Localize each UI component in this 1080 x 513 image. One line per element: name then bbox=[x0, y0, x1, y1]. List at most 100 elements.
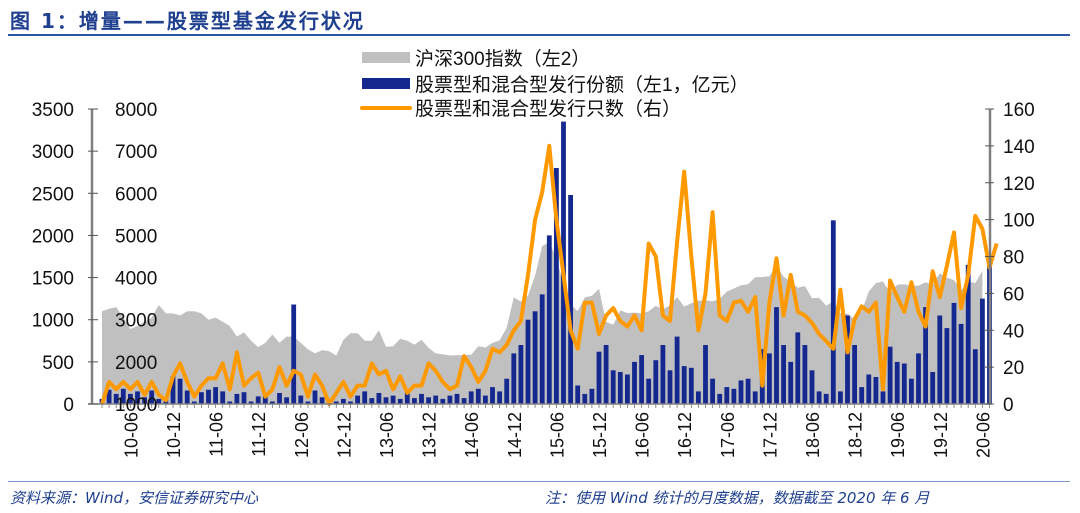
right-tick-label: 40 bbox=[1003, 321, 1024, 342]
issuance-bar bbox=[788, 361, 794, 404]
issuance-bar bbox=[341, 398, 346, 404]
issuance-bar bbox=[838, 391, 843, 404]
issuance-bar bbox=[305, 401, 311, 404]
title-divider bbox=[8, 34, 1070, 36]
issuance-bar bbox=[404, 392, 410, 404]
issuance-bar bbox=[752, 391, 758, 404]
issuance-bar bbox=[696, 391, 701, 404]
issuance-bar bbox=[376, 393, 382, 404]
x-tick-label: 20-06 bbox=[973, 412, 993, 458]
issuance-bar bbox=[156, 398, 162, 404]
issuance-bar bbox=[383, 397, 389, 404]
x-tick-label: 14-06 bbox=[462, 412, 482, 458]
axes: 0500100015002000250030003500100020003000… bbox=[32, 100, 1035, 458]
left1-tick-label: 0 bbox=[63, 395, 74, 416]
issuance-bar bbox=[362, 391, 368, 404]
issuance-bar bbox=[639, 355, 644, 404]
issuance-bar bbox=[120, 388, 126, 404]
left2-tick-label: 6000 bbox=[115, 184, 157, 205]
issuance-bar bbox=[128, 393, 133, 404]
issuance-bar bbox=[227, 401, 233, 404]
issuance-bar bbox=[873, 377, 879, 404]
issuance-bar bbox=[916, 353, 921, 404]
legend: 沪深300指数（左2） 股票型和混合型发行份额（左1，亿元）股票型和混合型发行只数… bbox=[360, 48, 749, 120]
right-tick-label: 0 bbox=[1003, 395, 1014, 416]
x-tick-label: 10-06 bbox=[121, 412, 141, 458]
issuance-bar bbox=[830, 220, 836, 404]
issuance-bar bbox=[738, 380, 744, 404]
issuance-bar bbox=[951, 302, 957, 404]
issuance-bar bbox=[589, 388, 595, 404]
issuance-bar bbox=[603, 345, 609, 404]
left1-tick-label: 3000 bbox=[32, 142, 74, 163]
issuance-bar bbox=[355, 395, 360, 404]
left2-tick-label: 1000 bbox=[115, 395, 157, 416]
left1-tick-label: 2000 bbox=[32, 226, 74, 247]
issuance-bar bbox=[270, 401, 275, 404]
issuance-bar bbox=[731, 388, 737, 404]
issuance-bar bbox=[184, 390, 190, 404]
left2-tick-label: 3000 bbox=[115, 311, 157, 332]
left2-tick-label: 7000 bbox=[115, 142, 157, 163]
left2-tick-label: 2000 bbox=[115, 353, 157, 374]
issuance-bar bbox=[135, 391, 140, 404]
x-tick-label: 18-06 bbox=[803, 412, 823, 458]
x-tick-label: 17-06 bbox=[718, 412, 738, 458]
issuance-bar bbox=[277, 393, 282, 404]
x-tick-label: 17-12 bbox=[760, 412, 780, 458]
issuance-bar bbox=[880, 391, 886, 404]
issuance-bar bbox=[958, 323, 964, 404]
issuance-bar bbox=[646, 378, 652, 404]
issuance-bar bbox=[447, 395, 453, 404]
issuance-bar bbox=[632, 361, 637, 404]
source-note: 资料来源：Wind，安信证券研究中心 bbox=[10, 489, 259, 507]
right-tick-label: 80 bbox=[1003, 248, 1024, 269]
issuance-bar bbox=[199, 392, 204, 404]
left1-tick-label: 3500 bbox=[32, 100, 74, 121]
issuance-bar bbox=[774, 307, 779, 404]
issuance-bar bbox=[113, 393, 119, 404]
legend-entry: 股票型和混合型发行只数（右） bbox=[415, 98, 681, 120]
issuance-bar bbox=[454, 393, 460, 404]
left1-tick-label: 2500 bbox=[32, 184, 74, 205]
figure-title: 图 1：增量——股票型基金发行状况 bbox=[10, 9, 365, 33]
issuance-bar bbox=[504, 378, 510, 404]
issuance-bar bbox=[483, 395, 488, 404]
issuance-bar bbox=[206, 389, 211, 404]
issuance-bar bbox=[234, 393, 240, 404]
issuance-bar bbox=[980, 298, 985, 404]
issuance-bar bbox=[511, 353, 517, 404]
issuance-bar bbox=[575, 385, 581, 404]
issuance-bar bbox=[930, 372, 936, 404]
issuance-bar bbox=[546, 235, 552, 404]
legend-swatch-bar bbox=[362, 78, 410, 89]
legend-entry: 股票型和混合型发行份额（左1，亿元） bbox=[415, 74, 749, 96]
issuance-bar bbox=[894, 361, 900, 404]
issuance-bar bbox=[568, 195, 573, 404]
x-tick-label: 15-12 bbox=[590, 412, 610, 458]
x-tick-label: 14-12 bbox=[505, 412, 525, 458]
issuance-bar bbox=[461, 398, 467, 404]
right-tick-label: 140 bbox=[1003, 137, 1035, 158]
issuance-bar bbox=[149, 390, 155, 404]
issuance-bar bbox=[617, 372, 623, 404]
issuance-bar bbox=[241, 392, 247, 404]
issuance-bar bbox=[667, 370, 673, 404]
issuance-bar bbox=[440, 398, 446, 404]
x-tick-label: 10-12 bbox=[164, 412, 184, 458]
issuance-bar bbox=[262, 394, 268, 404]
x-tick-label: 11-06 bbox=[207, 412, 227, 457]
issuance-bar bbox=[674, 336, 680, 404]
x-tick-label: 18-12 bbox=[846, 412, 866, 458]
issuance-bar bbox=[724, 387, 730, 404]
legend-entry: 沪深300指数（左2） bbox=[415, 48, 590, 70]
issuance-bar bbox=[433, 395, 439, 404]
issuance-bar bbox=[866, 374, 872, 404]
issuance-bar bbox=[944, 328, 950, 404]
issuance-bar bbox=[475, 388, 481, 404]
right-tick-label: 120 bbox=[1003, 174, 1035, 195]
issuance-bar bbox=[539, 294, 545, 404]
issuance-bar bbox=[710, 378, 715, 404]
issuance-bar bbox=[852, 345, 857, 404]
issuance-bar bbox=[248, 401, 254, 404]
